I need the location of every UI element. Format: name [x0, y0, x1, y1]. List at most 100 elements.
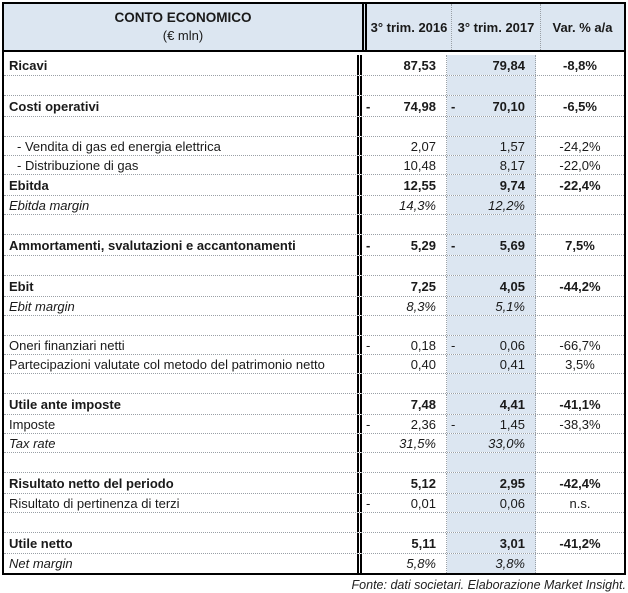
- table-row: Risultato netto del periodo 5,12 2,95 -4…: [4, 473, 624, 494]
- value-2017: [447, 453, 536, 472]
- row-label: [4, 513, 362, 532]
- value-var: [536, 374, 624, 393]
- value-2017: [447, 117, 536, 136]
- table-row: Utile ante imposte 7,48 4,41 -41,1%: [4, 394, 624, 415]
- row-label: [4, 76, 362, 95]
- value-var: 7,5%: [565, 237, 595, 253]
- value-var: -66,7%: [559, 337, 601, 353]
- value-2016: [362, 117, 447, 136]
- value-var: [536, 196, 624, 214]
- value-2017: 3,01: [447, 533, 536, 553]
- table-row: Ammortamenti, svalutazioni e accantoname…: [4, 235, 624, 256]
- row-label: Ebitda margin: [4, 196, 362, 214]
- value-var: [536, 215, 624, 234]
- row-label: [4, 215, 362, 234]
- value-var: 3,5%: [565, 356, 595, 372]
- value-2016: -0,01: [362, 494, 447, 512]
- value-var: [536, 554, 624, 573]
- value-2016: [362, 76, 447, 95]
- value-var: [536, 256, 624, 275]
- row-label: Imposte: [4, 415, 362, 433]
- row-label: [4, 256, 362, 275]
- value-2016: 2,07: [362, 137, 447, 155]
- value-2016: -5,29: [362, 235, 447, 255]
- row-label: Net margin: [4, 554, 362, 573]
- row-label: Risultato netto del periodo: [4, 473, 362, 493]
- table-row: Tax rate 31,5% 33,0%: [4, 434, 624, 453]
- value-2016: 7,48: [362, 394, 447, 414]
- value-2016: 5,11: [362, 533, 447, 553]
- value-2017: 79,84: [447, 55, 536, 75]
- value-2016: -2,36: [362, 415, 447, 433]
- table-row: Costi operativi -74,98 -70,10 -6,5%: [4, 96, 624, 117]
- row-label: Oneri finanziari netti: [4, 336, 362, 354]
- spacer-row: [4, 215, 624, 235]
- value-2016: 8,3%: [362, 297, 447, 315]
- value-2016: 5,8%: [362, 554, 447, 573]
- value-2016: 7,25: [362, 276, 447, 296]
- minus-sign: -: [451, 98, 456, 114]
- value-2017: 4,41: [447, 394, 536, 414]
- header-body-gap: [4, 52, 624, 55]
- value-2017: [447, 513, 536, 532]
- table-row: - Distribuzione di gas 10,48 8,17 -22,0%: [4, 156, 624, 175]
- value-2016: -74,98: [362, 96, 447, 116]
- value-2016: [362, 513, 447, 532]
- value-2017: [447, 374, 536, 393]
- minus-sign: -: [451, 237, 456, 253]
- value-2016: 0,40: [362, 355, 447, 373]
- row-label: Utile netto: [4, 533, 362, 553]
- table-row: Risultato di pertinenza di terzi -0,01 0…: [4, 494, 624, 513]
- value-2017: [447, 76, 536, 95]
- value-2016: [362, 453, 447, 472]
- row-label: - Distribuzione di gas: [4, 156, 362, 174]
- table-title: CONTO ECONOMICO: [114, 9, 252, 25]
- table-row: Ebitda 12,55 9,74 -22,4%: [4, 175, 624, 196]
- value-2017: [447, 215, 536, 234]
- value-var: -41,1%: [559, 396, 601, 412]
- table-header: CONTO ECONOMICO (€ mln) 3° trim. 2016 3°…: [4, 4, 624, 52]
- value-2016: 87,53: [362, 55, 447, 75]
- value-2016: [362, 256, 447, 275]
- table-body: Ricavi 87,53 79,84 -8,8% Costi operativi…: [4, 55, 624, 573]
- value-2017: 8,17: [447, 156, 536, 174]
- value-var: -8,8%: [563, 57, 597, 73]
- row-label: - Vendita di gas ed energia elettrica: [4, 137, 362, 155]
- value-2016: 10,48: [362, 156, 447, 174]
- value-2017: 0,41: [447, 355, 536, 373]
- value-2016: [362, 316, 447, 335]
- value-var: [536, 297, 624, 315]
- row-label: Costi operativi: [4, 96, 362, 116]
- income-statement-table: CONTO ECONOMICO (€ mln) 3° trim. 2016 3°…: [2, 2, 626, 575]
- row-label: Partecipazioni valutate col metodo del p…: [4, 355, 362, 373]
- value-2017: [447, 316, 536, 335]
- value-2016: [362, 374, 447, 393]
- value-2016: -0,18: [362, 336, 447, 354]
- column-header-2016: 3° trim. 2016: [367, 4, 452, 50]
- value-var: [536, 316, 624, 335]
- table-row: Ricavi 87,53 79,84 -8,8%: [4, 55, 624, 76]
- row-label: Risultato di pertinenza di terzi: [4, 494, 362, 512]
- table-row: Ebit 7,25 4,05 -44,2%: [4, 276, 624, 297]
- value-2016: 31,5%: [362, 434, 447, 452]
- spacer-row: [4, 117, 624, 137]
- minus-sign: -: [366, 337, 371, 353]
- value-2017: -70,10: [447, 96, 536, 116]
- column-header-var: Var. % a/a: [552, 19, 613, 35]
- value-2017: 3,8%: [447, 554, 536, 573]
- row-label: [4, 374, 362, 393]
- value-2017: 1,57: [447, 137, 536, 155]
- row-label: Ebitda: [4, 175, 362, 195]
- row-label: [4, 117, 362, 136]
- value-2017: 12,2%: [447, 196, 536, 214]
- column-header-2017: 3° trim. 2017: [452, 4, 541, 50]
- value-2017: 2,95: [447, 473, 536, 493]
- value-2017: 33,0%: [447, 434, 536, 452]
- value-var: [536, 117, 624, 136]
- row-label: Ebit: [4, 276, 362, 296]
- value-2017: -5,69: [447, 235, 536, 255]
- table-row: Ebitda margin 14,3% 12,2%: [4, 196, 624, 215]
- minus-sign: -: [366, 237, 371, 253]
- source-note: Fonte: dati societari. Elaborazione Mark…: [351, 578, 626, 592]
- value-var: -24,2%: [559, 138, 601, 154]
